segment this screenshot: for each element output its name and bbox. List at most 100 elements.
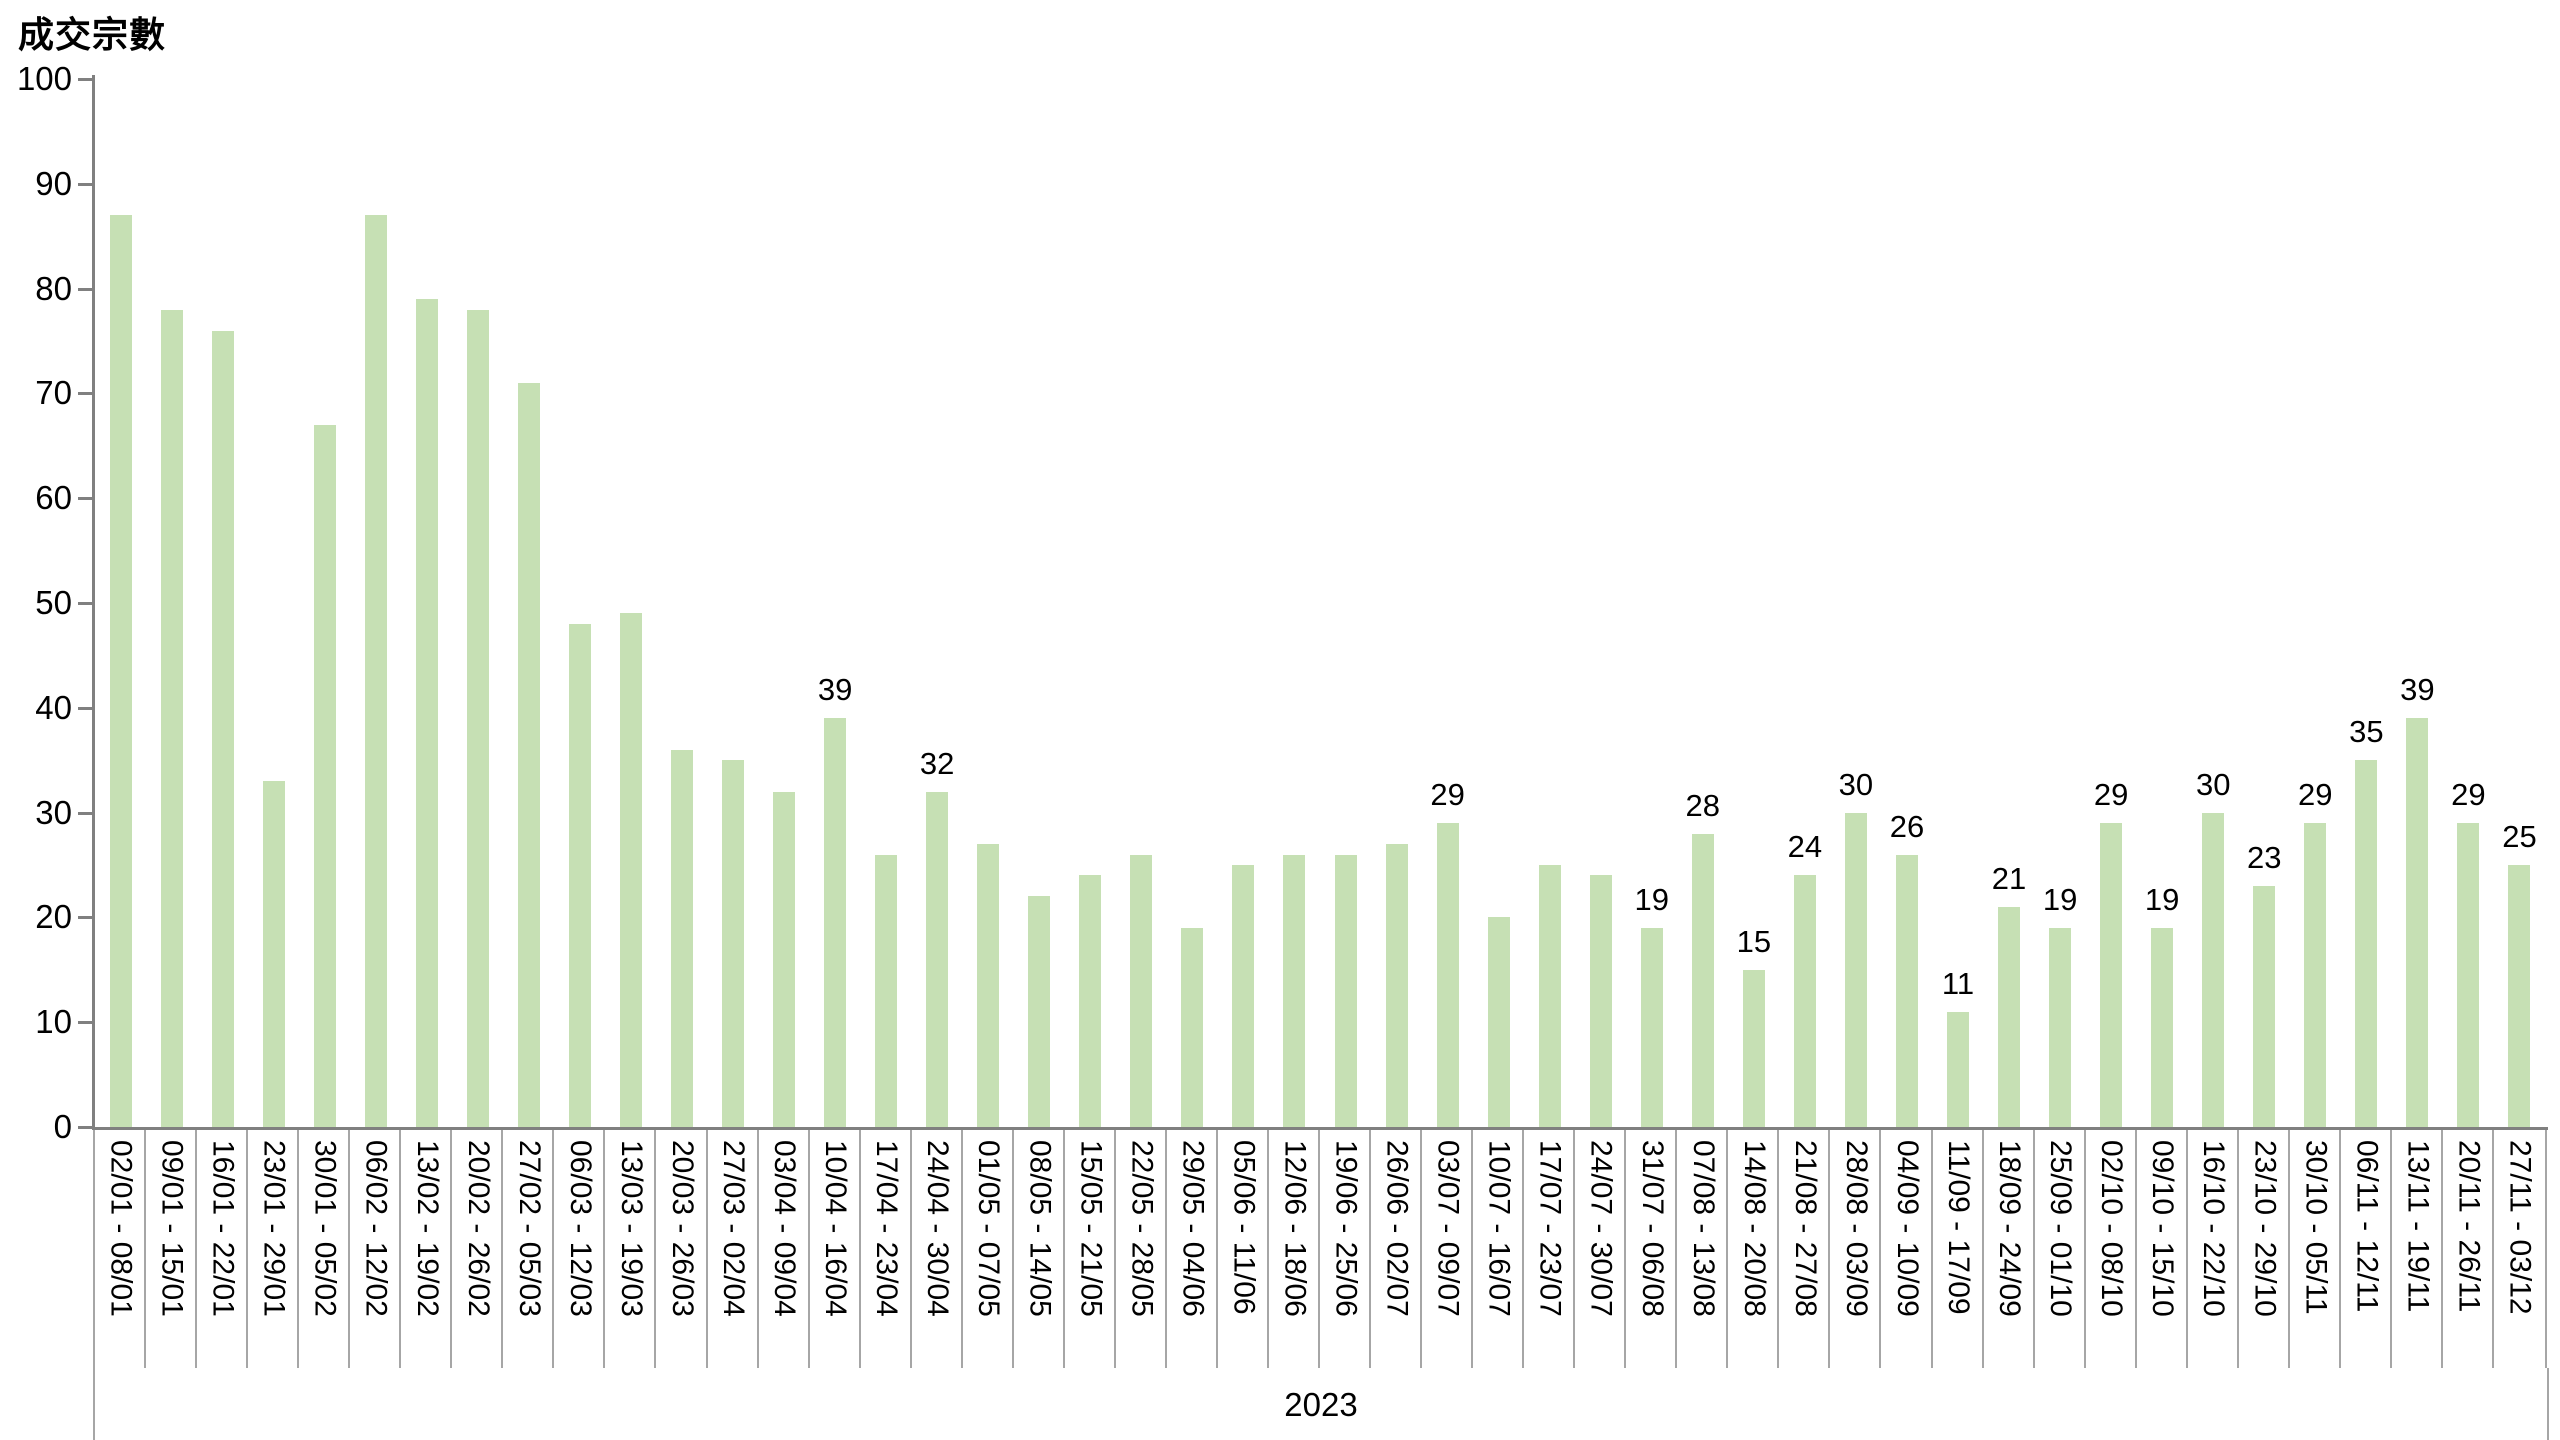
bar bbox=[2049, 927, 2072, 1127]
x-tick-label-cell: 05/06 - 11/06 bbox=[1215, 1130, 1269, 1368]
x-tick-label: 06/11 - 12/11 bbox=[2350, 1140, 2384, 1313]
x-tick-label-cell: 02/01 - 08/01 bbox=[93, 1130, 146, 1368]
x-tick-label: 17/07 - 23/07 bbox=[1533, 1140, 1567, 1317]
x-tick-label: 14/08 - 20/08 bbox=[1737, 1140, 1771, 1317]
x-tick-label: 07/08 - 13/08 bbox=[1686, 1140, 1720, 1317]
x-tick-label-cell: 30/10 - 05/11 bbox=[2287, 1130, 2341, 1368]
x-tick-label-cell: 09/10 - 15/10 bbox=[2134, 1130, 2188, 1368]
y-tick-label: 40 bbox=[35, 688, 72, 726]
bar-data-label: 21 bbox=[1991, 860, 2027, 896]
x-tick-label-cell: 27/11 - 03/12 bbox=[2491, 1130, 2547, 1368]
bar bbox=[262, 781, 285, 1127]
y-tick-mark bbox=[78, 1126, 92, 1129]
x-tick-label-cell: 30/01 - 05/02 bbox=[297, 1130, 350, 1368]
bar-data-label: 23 bbox=[2247, 839, 2282, 875]
bar bbox=[364, 215, 387, 1127]
x-tick-label: 30/10 - 05/11 bbox=[2299, 1140, 2333, 1315]
bar bbox=[1895, 854, 1918, 1127]
bar bbox=[313, 424, 336, 1127]
bar bbox=[1130, 854, 1153, 1127]
x-tick-label: 13/03 - 19/03 bbox=[614, 1140, 648, 1317]
bar-data-label: 28 bbox=[1685, 787, 1721, 823]
x-tick-label: 02/01 - 08/01 bbox=[104, 1140, 138, 1317]
x-tick-label: 03/07 - 09/07 bbox=[1431, 1140, 1465, 1317]
x-tick-label-cell: 06/11 - 12/11 bbox=[2338, 1130, 2392, 1368]
x-tick-label-cell: 15/05 - 21/05 bbox=[1062, 1130, 1116, 1368]
y-tick-mark bbox=[78, 706, 92, 710]
bar-data-label: 32 bbox=[919, 745, 955, 781]
x-tick-label-cell: 02/10 - 08/10 bbox=[2083, 1130, 2137, 1368]
y-tick-label: 50 bbox=[35, 584, 72, 621]
x-tick-label: 10/04 - 16/04 bbox=[819, 1140, 853, 1317]
bar bbox=[875, 854, 898, 1127]
bar-data-label: 39 bbox=[817, 672, 853, 708]
bar-data-label: 29 bbox=[2451, 777, 2486, 813]
bar bbox=[2151, 927, 2174, 1127]
x-tick-label-cell: 29/05 - 04/06 bbox=[1164, 1130, 1218, 1368]
x-tick-label-cell: 17/04 - 23/04 bbox=[858, 1130, 912, 1368]
bar-data-label: 35 bbox=[2349, 714, 2384, 750]
bar bbox=[2406, 718, 2429, 1127]
y-axis-title: 成交宗數 bbox=[18, 14, 167, 55]
x-tick-label-cell: 10/04 - 16/04 bbox=[807, 1130, 861, 1368]
x-tick-label-cell: 23/01 - 29/01 bbox=[246, 1130, 299, 1368]
x-tick-label-cell: 01/05 - 07/05 bbox=[960, 1130, 1014, 1368]
bar bbox=[1283, 854, 1306, 1127]
x-tick-label: 21/08 - 27/08 bbox=[1788, 1140, 1822, 1317]
x-tick-label: 20/02 - 26/02 bbox=[461, 1140, 495, 1317]
x-tick-label-cell: 31/07 - 06/08 bbox=[1624, 1130, 1677, 1368]
y-tick-mark bbox=[78, 811, 92, 815]
x-tick-label-cell: 11/09 - 17/09 bbox=[1930, 1130, 1984, 1368]
x-tick-label-cell: 06/02 - 12/02 bbox=[348, 1130, 401, 1368]
x-tick-label-cell: 20/03 - 26/03 bbox=[654, 1130, 707, 1368]
y-tick-label: 100 bbox=[16, 60, 72, 97]
bar-data-label: 19 bbox=[1634, 881, 1669, 917]
x-tick-label: 10/07 - 16/07 bbox=[1482, 1140, 1516, 1317]
y-tick-label: 70 bbox=[35, 374, 72, 412]
x-tick-label-cell: 03/04 - 09/04 bbox=[756, 1130, 810, 1368]
bar bbox=[1079, 875, 1102, 1127]
x-tick-label-cell: 22/05 - 28/05 bbox=[1113, 1130, 1167, 1368]
bar bbox=[1640, 927, 1663, 1127]
x-tick-label-cell: 25/09 - 01/10 bbox=[2032, 1130, 2086, 1368]
bar bbox=[1793, 875, 1816, 1127]
x-tick-label: 08/05 - 14/05 bbox=[1023, 1140, 1057, 1317]
x-tick-label-cell: 24/07 - 30/07 bbox=[1573, 1130, 1626, 1368]
y-tick-mark bbox=[78, 287, 92, 291]
x-tick-label-cell: 13/03 - 19/03 bbox=[603, 1130, 656, 1368]
x-tick-label: 11/09 - 17/09 bbox=[1942, 1140, 1976, 1315]
x-tick-label: 16/01 - 22/01 bbox=[206, 1140, 240, 1317]
bar bbox=[1028, 896, 1051, 1127]
year-band: 2023 bbox=[93, 1368, 2549, 1440]
bar bbox=[1181, 927, 1204, 1127]
bar bbox=[670, 749, 693, 1127]
bar bbox=[1589, 875, 1612, 1127]
bar-data-label: 19 bbox=[2144, 881, 2180, 917]
bar bbox=[2100, 823, 2123, 1127]
x-tick-label: 13/11 - 19/11 bbox=[2401, 1140, 2435, 1313]
x-tick-label-cell: 28/08 - 03/09 bbox=[1828, 1130, 1881, 1368]
y-tick-mark bbox=[78, 1021, 92, 1025]
x-tick-label: 31/07 - 06/08 bbox=[1635, 1140, 1669, 1317]
x-tick-label: 06/02 - 12/02 bbox=[359, 1140, 393, 1317]
x-tick-label: 23/01 - 29/01 bbox=[257, 1140, 291, 1317]
bar-data-label: 39 bbox=[2400, 672, 2435, 708]
bar bbox=[466, 309, 489, 1127]
x-tick-label-cell: 10/07 - 16/07 bbox=[1471, 1130, 1524, 1368]
x-tick-label-cell: 16/01 - 22/01 bbox=[195, 1130, 248, 1368]
bar bbox=[1487, 917, 1510, 1127]
y-tick-label: 90 bbox=[35, 164, 72, 202]
y-tick-label: 20 bbox=[35, 898, 72, 936]
bar bbox=[722, 760, 745, 1127]
y-tick-label: 80 bbox=[35, 269, 72, 307]
x-tick-label-cell: 07/08 - 13/08 bbox=[1675, 1130, 1728, 1368]
bar bbox=[1742, 969, 1765, 1127]
bar-data-label: 19 bbox=[2042, 881, 2078, 917]
y-tick-label: 0 bbox=[53, 1108, 72, 1145]
bar bbox=[109, 215, 132, 1127]
bar bbox=[1385, 844, 1408, 1127]
x-tick-label: 23/10 - 29/10 bbox=[2248, 1140, 2282, 1317]
x-tick-label-cell: 26/06 - 02/07 bbox=[1369, 1130, 1422, 1368]
x-tick-label-cell: 03/07 - 09/07 bbox=[1420, 1130, 1473, 1368]
bar bbox=[2355, 760, 2378, 1127]
